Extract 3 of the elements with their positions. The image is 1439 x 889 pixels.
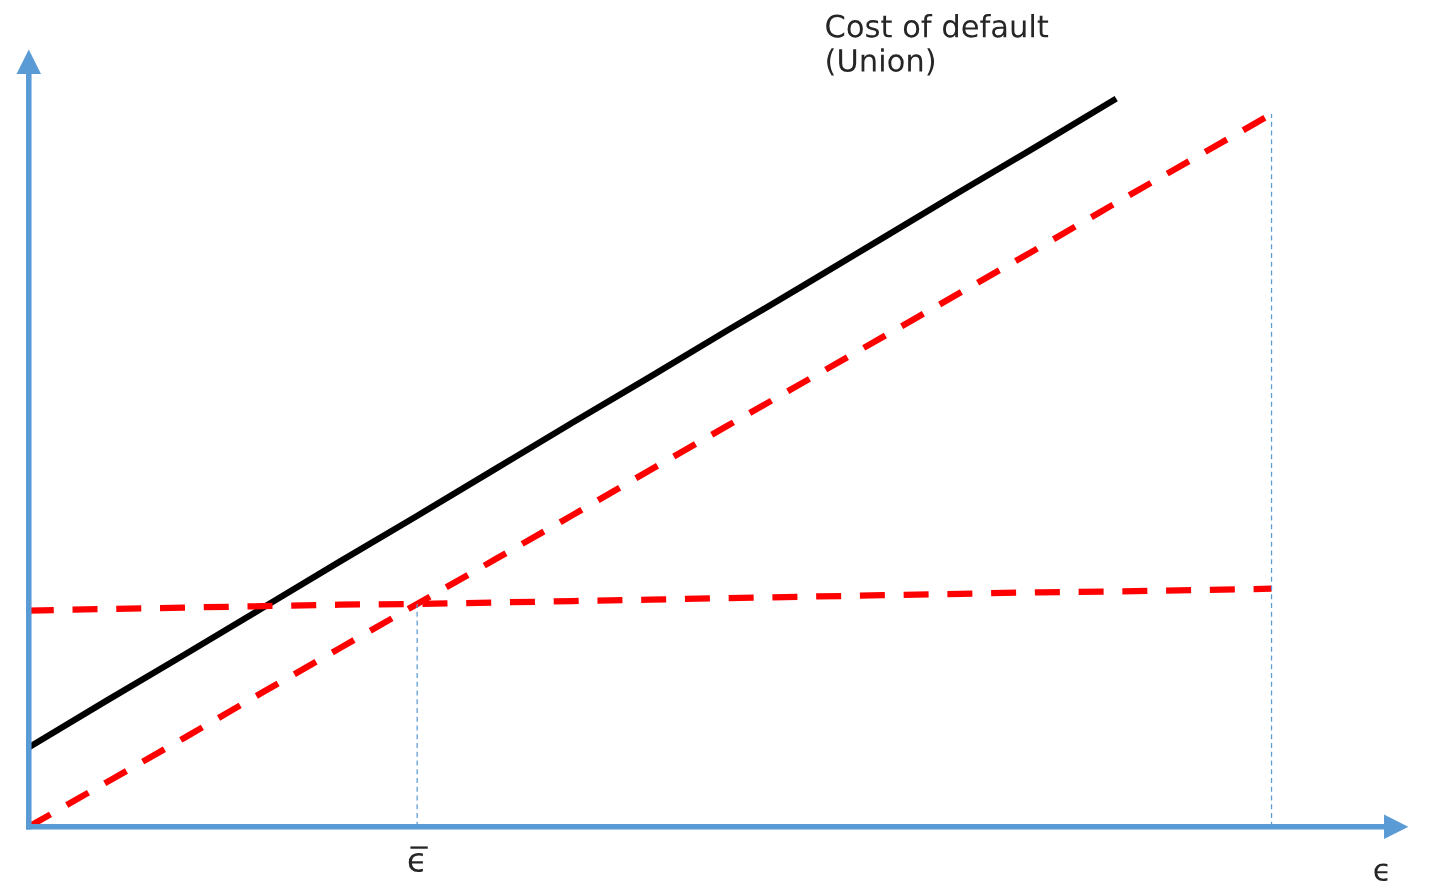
x-axis-title: ϵ [1374,863,1388,881]
text: ϵ̅ [408,846,428,873]
text: Cost of default (Union) [826,14,1049,76]
